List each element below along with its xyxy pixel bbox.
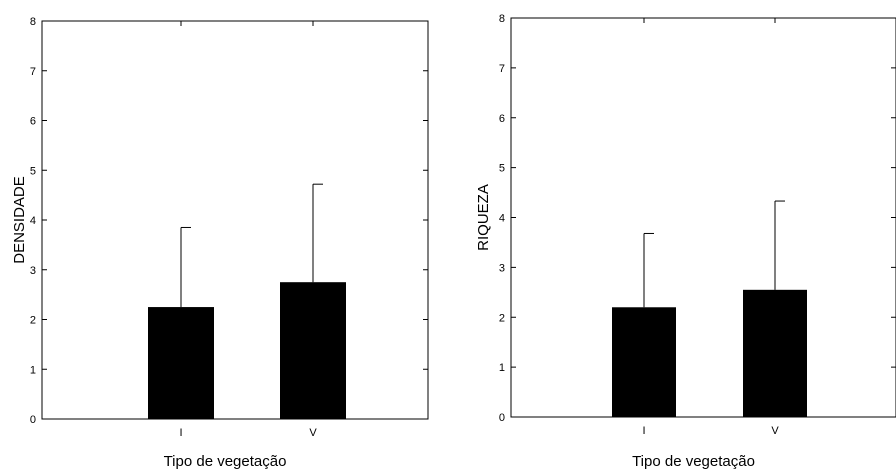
chart-2: 0 1 2 3 4 5 6 7 8 I V Tipo de vegetação RIQUEZA	[475, 13, 896, 470]
error-bar-i	[180, 226, 191, 308]
y-tick-label: 0	[30, 414, 36, 426]
x-axis-title: Tipo de vegetação	[164, 453, 287, 470]
error-bar-v	[774, 200, 785, 290]
y-tick-label: 3	[30, 265, 36, 277]
x-axis-title: Tipo de vegetação	[632, 453, 755, 470]
error-bar-i	[643, 232, 654, 308]
x-tick-label: V	[771, 425, 779, 437]
y-tick-label: 7	[499, 63, 505, 75]
plot-frame	[510, 17, 896, 418]
y-tick-label: 4	[499, 213, 505, 225]
y-tick-label: 5	[499, 163, 505, 175]
y-tick-label: 4	[30, 215, 36, 227]
y-tick-label: 2	[499, 312, 505, 324]
bar-i	[612, 307, 676, 417]
y-tick-label: 3	[499, 262, 505, 274]
y-tick-label: 1	[499, 362, 505, 374]
x-tick-label: I	[642, 425, 645, 437]
y-tick-label: 0	[499, 412, 505, 424]
bar-i	[148, 307, 214, 419]
y-tick-label: 6	[30, 116, 36, 128]
y-tick-label: 1	[30, 364, 36, 376]
y-tick-label: 5	[30, 165, 36, 177]
x-tick-label: I	[179, 427, 182, 439]
y-axis-title: DENSIDADE	[11, 176, 28, 264]
chart-1: 0 1 2 3 4 5 6 7 8 I V Tipo de vegetação DENSIDADE	[11, 16, 429, 470]
y-tick-label: 6	[499, 113, 505, 125]
y-tick-label: 8	[499, 13, 505, 25]
bar-v	[743, 289, 807, 417]
y-tick-label: 7	[30, 66, 36, 78]
bar-v	[280, 282, 346, 419]
y-tick-label: 8	[30, 16, 36, 28]
error-bar-v	[312, 183, 323, 283]
plot-frame	[41, 20, 429, 420]
x-tick-label: V	[309, 427, 317, 439]
y-tick-label: 2	[30, 315, 36, 327]
y-axis-title: RIQUEZA	[475, 184, 492, 251]
